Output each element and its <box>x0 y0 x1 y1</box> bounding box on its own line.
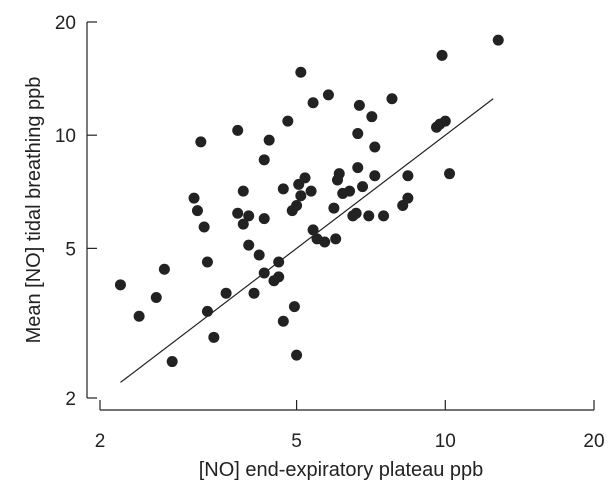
data-point <box>243 239 255 251</box>
x-tick-label: 20 <box>583 431 604 452</box>
data-point <box>352 162 364 174</box>
y-tick-label: 20 <box>55 13 76 34</box>
data-point <box>191 205 203 217</box>
data-point <box>328 202 340 214</box>
y-axis: 2 5 10 20 <box>55 13 97 410</box>
data-point <box>158 263 170 275</box>
data-point <box>291 349 303 361</box>
data-point <box>291 200 303 212</box>
data-point <box>319 236 331 248</box>
data-point <box>282 115 294 127</box>
data-point <box>402 170 414 182</box>
x-axis-label: [NO] end-expiratory plateau ppb <box>199 459 484 481</box>
data-point <box>299 172 311 184</box>
y-tick-label: 10 <box>55 126 76 147</box>
data-point <box>201 256 213 268</box>
data-point <box>273 256 285 268</box>
data-point <box>307 97 319 109</box>
data-points <box>114 34 504 368</box>
data-point <box>258 154 270 166</box>
data-point <box>273 271 285 283</box>
data-point <box>288 301 300 313</box>
data-point <box>333 168 345 180</box>
data-point <box>402 192 414 204</box>
data-point <box>439 115 451 127</box>
data-point <box>263 134 275 146</box>
data-point <box>357 181 369 193</box>
trend-line <box>120 98 494 383</box>
data-point <box>258 267 270 279</box>
x-axis: 2 5 10 20 <box>95 400 605 452</box>
data-point <box>305 185 317 197</box>
data-point <box>295 66 307 78</box>
x-tick-label: 2 <box>95 431 106 452</box>
data-point <box>352 128 364 140</box>
data-point <box>166 356 178 368</box>
data-point <box>353 99 365 111</box>
y-tick-label: 5 <box>65 239 76 260</box>
data-point <box>322 89 334 101</box>
y-axis-label: Mean [NO] tidal breathing ppb <box>23 77 45 344</box>
data-point <box>307 224 319 236</box>
data-point <box>237 185 249 197</box>
data-point <box>277 183 289 195</box>
data-point <box>369 141 381 153</box>
data-point <box>195 136 207 148</box>
data-point <box>369 170 381 182</box>
data-point <box>378 210 390 222</box>
data-point <box>201 305 213 317</box>
data-point <box>232 124 244 136</box>
y-tick-label: 2 <box>65 389 76 410</box>
data-point <box>232 207 244 219</box>
data-point <box>363 210 375 222</box>
data-point <box>114 279 126 291</box>
data-point <box>344 185 356 197</box>
x-tick-label: 5 <box>291 431 302 452</box>
data-point <box>243 210 255 222</box>
data-point <box>492 34 504 46</box>
data-point <box>237 218 249 230</box>
data-point <box>277 315 289 327</box>
data-point <box>350 207 362 219</box>
data-point <box>248 287 260 299</box>
data-point <box>330 233 342 245</box>
trend-line-group <box>120 98 494 383</box>
data-point <box>295 190 307 202</box>
data-point <box>133 310 145 322</box>
data-point <box>253 249 265 261</box>
data-point <box>150 292 162 304</box>
data-point <box>188 192 200 204</box>
data-point <box>366 111 378 123</box>
data-point <box>198 221 210 233</box>
data-point <box>386 93 398 105</box>
data-point <box>208 331 220 343</box>
x-tick-label: 10 <box>435 431 456 452</box>
data-point <box>258 213 270 225</box>
data-point <box>444 168 456 180</box>
data-point <box>220 287 232 299</box>
data-point <box>436 49 448 61</box>
